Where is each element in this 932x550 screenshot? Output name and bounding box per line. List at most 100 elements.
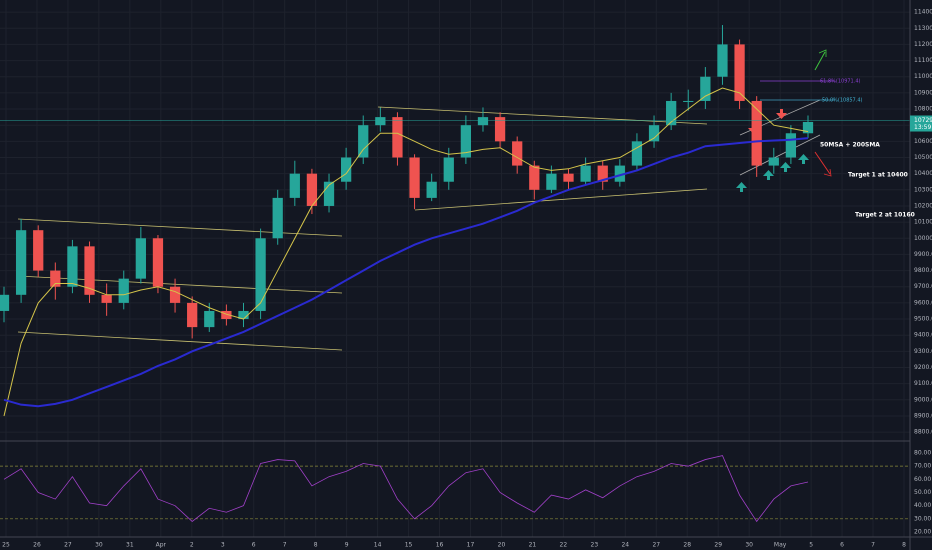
- x-tick-label: 15: [405, 542, 413, 549]
- candle-body: [135, 238, 146, 279]
- candle-body: [118, 278, 129, 303]
- candle-body: [340, 157, 352, 182]
- y-tick-label: 10300.0: [914, 186, 932, 193]
- y-tick-label: 8800.0: [914, 429, 932, 436]
- candle-body: [375, 117, 386, 126]
- candle-body: [101, 294, 112, 303]
- y-tick-label: 10800.0: [914, 106, 932, 113]
- candle-body: [323, 181, 335, 206]
- x-tick-label: 30: [95, 542, 103, 549]
- y-tick-label: 10200.0: [914, 202, 932, 209]
- x-tick-label: May: [774, 542, 787, 549]
- candle-body: [546, 173, 557, 190]
- candle-body: [67, 246, 78, 287]
- candle-body: [563, 173, 574, 182]
- arrow-down: [814, 151, 831, 175]
- y-tick-label: 9600.0: [914, 299, 932, 306]
- x-tick-label: 23: [591, 542, 599, 549]
- buy-arrow: [763, 170, 774, 180]
- fib-label: 61.8%(10971.4): [820, 79, 861, 85]
- rsi-line: [3, 455, 809, 523]
- triangle-line: [414, 188, 708, 211]
- channel-line: [17, 331, 343, 351]
- candle-body: [477, 117, 489, 126]
- x-tick-label: 29: [714, 542, 722, 549]
- y-tick-label: 11400.0: [914, 9, 932, 16]
- last-price-label: 10729.0: [914, 117, 932, 124]
- candle-body: [683, 100, 694, 102]
- candle-body: [84, 246, 95, 295]
- candle-body: [358, 125, 369, 158]
- buy-arrow: [780, 162, 791, 172]
- candle-body: [460, 125, 472, 158]
- y-tick-label: 10600.0: [914, 138, 932, 145]
- fib-label: 50.0%(10857.4): [822, 98, 863, 104]
- countdown-label: 13:59: [914, 124, 931, 131]
- candle-body: [666, 100, 677, 126]
- candle-body: [426, 181, 437, 198]
- candle-body: [187, 302, 198, 328]
- wedge-line: [739, 134, 821, 176]
- candle-body: [392, 117, 403, 158]
- candle-body: [50, 270, 61, 287]
- plot: [0, 25, 910, 523]
- rsi-tick-label: 70.00: [914, 463, 931, 470]
- x-tick-label: 27: [64, 542, 72, 549]
- arrow-head: [823, 168, 832, 177]
- annotation: 50MSA + 200SMA: [820, 142, 880, 149]
- candle-body: [409, 157, 420, 198]
- candle-body: [614, 165, 625, 182]
- rsi-tick-label: 30.00: [914, 515, 931, 522]
- buy-arrow: [736, 182, 747, 192]
- y-tick-label: 9500.0: [914, 316, 932, 323]
- rsi-tick-label: 50.00: [914, 489, 931, 496]
- candle-body: [33, 230, 44, 271]
- y-tick-label: 9300.0: [914, 348, 932, 355]
- y-tick-label: 10400.0: [914, 170, 932, 177]
- rsi-tick-label: 20.00: [914, 528, 931, 535]
- candle-body: [785, 133, 797, 158]
- y-tick-label: 9400.0: [914, 332, 932, 339]
- x-tick-label: 21: [529, 542, 537, 549]
- x-tick-label: 22: [560, 542, 568, 549]
- y-tick-label: 9700.0: [914, 283, 932, 290]
- y-tick-label: 10100.0: [914, 219, 932, 226]
- candle-body: [494, 117, 506, 142]
- x-tick-label: 6: [840, 542, 844, 549]
- candle-body: [15, 230, 27, 295]
- x-tick-label: 7: [283, 542, 287, 549]
- y-tick-label: 9100.0: [914, 380, 932, 387]
- candle-body: [272, 197, 283, 239]
- candle-body: [648, 125, 660, 142]
- arrow-up: [814, 51, 826, 71]
- candle-body: [717, 44, 728, 77]
- candle-body: [700, 76, 711, 101]
- candle-body: [751, 100, 762, 166]
- candle-body: [802, 121, 814, 134]
- sell-arrow: [776, 109, 787, 119]
- candle-body: [580, 165, 591, 182]
- channel-line: [17, 218, 343, 237]
- candle-body: [0, 294, 10, 311]
- y-tick-label: 10900.0: [914, 89, 932, 96]
- moving-average: [3, 87, 809, 417]
- candle-body: [169, 286, 181, 303]
- rsi-tick-label: 80.00: [914, 449, 931, 456]
- candle-body: [152, 238, 164, 287]
- y-tick-label: 10000.0: [914, 235, 932, 242]
- candle-body: [255, 238, 266, 311]
- y-tick-label: 11200.0: [914, 41, 932, 48]
- x-tick-label: 30: [745, 542, 753, 549]
- y-tick-label: 9900.0: [914, 251, 932, 258]
- candle-body: [597, 165, 608, 182]
- grid: [0, 0, 910, 537]
- x-tick-label: 9: [345, 542, 349, 549]
- y-tick-label: 9800.0: [914, 267, 932, 274]
- x-tick-label: 8: [314, 542, 318, 549]
- x-tick-label: 17: [467, 542, 475, 549]
- candle-body: [768, 157, 779, 166]
- x-tick-label: Apr: [156, 542, 167, 549]
- candle-body: [289, 173, 300, 198]
- x-tick-label: 8: [902, 542, 906, 549]
- candle-body: [529, 165, 540, 190]
